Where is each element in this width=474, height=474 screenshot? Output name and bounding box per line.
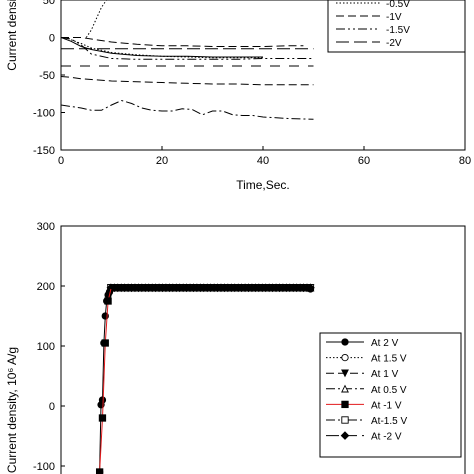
bottom-series-group [95, 283, 315, 474]
legend-marker [341, 400, 349, 409]
series-line [61, 99, 314, 120]
legend-label: -0.5V [386, 0, 410, 10]
y-tick-label: 200 [37, 281, 55, 293]
series-marker [98, 414, 107, 422]
series-line [61, 37, 263, 59]
top-y-axis-label: Current density [5, 0, 19, 71]
series-line [61, 76, 314, 86]
legend-label: At 0.5 V [371, 385, 407, 396]
x-tick-label: 20 [156, 155, 168, 167]
top-series-group [61, 0, 314, 120]
legend-label: At 1 V [371, 369, 399, 380]
y-tick-label: 0 [49, 33, 55, 45]
series-marker [104, 297, 112, 305]
legend-label: At -1 V [371, 400, 402, 411]
top-y-ticks: -150 -100 -50 0 50 [33, 0, 65, 157]
legend-marker [341, 369, 349, 378]
top-legend: -0.5V -1V -1.5V -2V [327, 0, 466, 53]
series-marker [98, 396, 107, 404]
y-tick-label: 0 [49, 401, 55, 413]
top-x-ticks: 0 20 40 60 80 [58, 146, 471, 167]
y-tick-label: -100 [33, 108, 55, 120]
x-tick-label: 60 [358, 155, 370, 167]
legend-label: At 2 V [371, 338, 399, 349]
legend-label: -1V [386, 12, 402, 23]
x-tick-label: 0 [58, 155, 64, 167]
x-tick-label: 80 [459, 155, 471, 167]
legend-label: -1.5V [386, 25, 410, 36]
y-tick-label: -150 [33, 145, 55, 157]
legend-label: -2V [386, 38, 402, 49]
legend-label: At -2 V [371, 432, 402, 443]
series-line [61, 37, 263, 58]
series-line [61, 37, 314, 60]
bottom-legend: At 2 V At 1.5 V At 1 V At 0.5 V At -1 V At-1.… [319, 332, 462, 458]
y-tick-label: -50 [39, 70, 55, 82]
legend-marker [341, 338, 349, 346]
legend-marker [341, 353, 349, 362]
top-chart: -150 -100 -50 0 50 0 20 40 60 80 Time,Sec. Curre… [5, 0, 471, 192]
bottom-y-axis-label: Current density, 10⁶ A/g [5, 347, 19, 473]
series-line [99, 288, 311, 473]
legend-marker [341, 416, 349, 424]
series-marker [101, 339, 109, 347]
legend-label: At-1.5 V [371, 416, 407, 427]
series-line [61, 37, 304, 47]
legend-marker [341, 384, 349, 393]
y-tick-label: -100 [33, 461, 55, 473]
y-tick-label: 50 [43, 0, 55, 7]
x-tick-label: 40 [257, 155, 269, 167]
y-tick-label: 300 [37, 221, 55, 233]
top-legend-box [327, 0, 466, 53]
series-marker [306, 285, 315, 293]
bottom-y-ticks: -100 0 100 200 300 [33, 221, 65, 473]
bottom-plot-frame [60, 225, 466, 474]
y-tick-label: 100 [37, 341, 55, 353]
top-x-axis-label: Time,Sec. [236, 178, 290, 192]
series-marker [95, 468, 104, 474]
legend-marker [340, 431, 350, 440]
series-line [85, 0, 107, 38]
legend-label: At 1.5 V [371, 354, 407, 365]
